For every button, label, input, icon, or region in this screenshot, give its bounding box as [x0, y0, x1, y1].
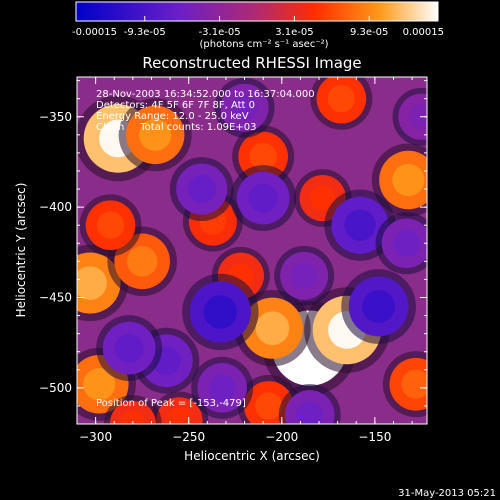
info-clean-counts: Clean Total counts: 1.09E+03 [96, 122, 256, 133]
colorbar: -0.00015 -9.3e-05 -3.1e-05 3.1e-05 9.3e-05 0.… [72, 1, 444, 50]
x-axis-label: Heliocentric X (arcsec) [184, 449, 320, 463]
source-core [362, 290, 396, 323]
source-core [408, 104, 427, 130]
source-core [255, 311, 290, 346]
info-time-range: 28-Nov-2003 16:34:52.000 to 16:37:04.000 [96, 89, 315, 100]
y-tick-label: −450 [39, 290, 72, 304]
source-core [310, 185, 336, 211]
colorbar-tick-label: 9.3e-05 [350, 27, 388, 38]
y-tick-label: −350 [39, 110, 72, 124]
info-detectors: Detectors: 4F 5F 6F 7F 8F, Att 0 [96, 100, 255, 111]
source-core [83, 368, 116, 401]
colorbar-tick-label: -0.00015 [72, 27, 117, 38]
source-core [255, 392, 283, 420]
source-core [290, 262, 318, 289]
x-tick-label: −200 [265, 430, 298, 444]
source-core [401, 369, 427, 399]
source-core [203, 295, 238, 329]
source-core [296, 401, 324, 424]
source-core [392, 163, 425, 197]
colorbar-tick-label: 3.1e-05 [275, 27, 313, 38]
chart-title: Reconstructed RHESSI Image [142, 54, 361, 72]
colorbar-ticks [75, 16, 439, 21]
colorbar-tick-label: 0.00015 [403, 27, 444, 38]
x-tick-label: −300 [79, 430, 112, 444]
colorbar-gradient [75, 1, 439, 22]
y-axis-label: Heliocentric Y (arcsec) [14, 183, 28, 318]
x-tick-label: −250 [172, 430, 205, 444]
source-core [114, 333, 144, 363]
source-core [208, 374, 236, 402]
y-tick-label: −500 [39, 381, 72, 395]
info-energy-range: Energy Range: 12.0 - 25.0 keV [96, 111, 249, 122]
plot-area [77, 77, 427, 424]
source-core [96, 211, 125, 239]
colorbar-tick-labels: -0.00015 -9.3e-05 -3.1e-05 3.1e-05 9.3e-05 0.… [72, 27, 444, 38]
x-axis: −300 −250 −200 −150 [76, 77, 413, 444]
colorbar-tick-label: -3.1e-05 [199, 27, 241, 38]
colorbar-tick-label: -9.3e-05 [124, 27, 166, 38]
source-core [139, 118, 172, 151]
source-core [248, 183, 278, 213]
info-box: 28-Nov-2003 16:34:52.000 to 16:37:04.000… [96, 89, 315, 133]
source-core [187, 174, 216, 204]
source-core [344, 209, 376, 241]
y-tick-label: −400 [39, 200, 72, 214]
source-core [392, 229, 421, 257]
emission-map [77, 77, 427, 424]
source-core [249, 142, 277, 171]
source-core [77, 266, 107, 300]
source-core [327, 85, 355, 113]
source-core [231, 94, 258, 121]
y-axis: −350 −400 −450 −500 [39, 80, 427, 425]
generation-date: 31-May-2013 05:21 [398, 488, 496, 499]
source-core [126, 246, 158, 277]
plot-frame [76, 76, 428, 425]
colorbar-units: (photons cm⁻² s⁻¹ asec⁻²) [199, 39, 328, 50]
source-core [166, 407, 193, 424]
peak-position-label: Position of Peak = [-153,-479] [96, 398, 246, 409]
x-tick-label: −150 [358, 430, 391, 444]
source-core [120, 411, 146, 424]
